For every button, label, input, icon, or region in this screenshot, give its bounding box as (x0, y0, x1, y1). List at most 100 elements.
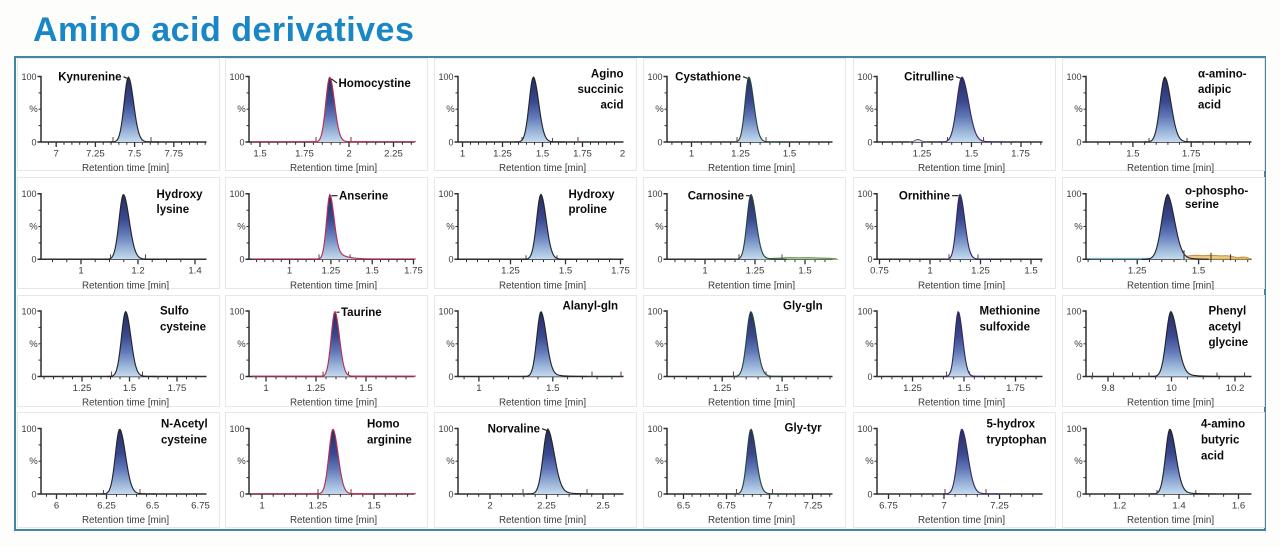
svg-text:100: 100 (230, 424, 245, 434)
svg-text:0: 0 (449, 489, 454, 499)
svg-text:Retention time [min]: Retention time [min] (499, 163, 586, 173)
svg-text:0: 0 (31, 137, 36, 147)
svg-text:%: % (865, 456, 874, 467)
svg-text:0: 0 (1076, 255, 1081, 265)
svg-text:%: % (29, 456, 38, 467)
svg-text:2.25: 2.25 (385, 148, 404, 159)
svg-text:Methionine: Methionine (979, 306, 1040, 318)
svg-text:2.25: 2.25 (537, 500, 556, 511)
svg-text:10.2: 10.2 (1225, 383, 1244, 394)
svg-text:1.75: 1.75 (1011, 148, 1030, 159)
svg-text:6.25: 6.25 (97, 500, 116, 511)
svg-text:%: % (447, 222, 456, 233)
svg-text:Gly-tyr: Gly-tyr (785, 423, 823, 435)
svg-text:1.5: 1.5 (360, 383, 373, 394)
svg-text:Retention time [min]: Retention time [min] (290, 515, 377, 526)
svg-text:1.5: 1.5 (957, 383, 970, 394)
svg-text:6.5: 6.5 (145, 500, 158, 511)
svg-text:0: 0 (658, 137, 663, 147)
svg-text:100: 100 (648, 189, 663, 199)
svg-text:100: 100 (21, 72, 36, 82)
svg-text:0: 0 (240, 489, 245, 499)
svg-text:10: 10 (1166, 383, 1177, 394)
svg-text:100: 100 (1066, 72, 1081, 82)
svg-text:7.75: 7.75 (164, 148, 183, 159)
svg-text:Agino: Agino (591, 69, 624, 81)
svg-text:%: % (1074, 339, 1083, 350)
svg-text:%: % (1074, 222, 1083, 233)
svg-text:1.4: 1.4 (188, 266, 202, 277)
svg-text:Retention time [min]: Retention time [min] (918, 163, 1005, 173)
svg-text:1: 1 (927, 266, 932, 277)
svg-text:7.5: 7.5 (127, 148, 140, 159)
svg-text:1.25: 1.25 (746, 266, 765, 277)
svg-text:100: 100 (1066, 424, 1081, 434)
svg-text:%: % (1074, 456, 1083, 467)
svg-text:0: 0 (31, 489, 36, 499)
svg-text:0: 0 (1076, 372, 1081, 382)
svg-text:0: 0 (658, 372, 663, 382)
svg-text:100: 100 (230, 72, 245, 82)
svg-text:%: % (29, 104, 38, 115)
svg-text:0: 0 (658, 255, 663, 265)
svg-text:0: 0 (240, 372, 245, 382)
svg-text:100: 100 (648, 306, 663, 316)
svg-text:1.75: 1.75 (167, 383, 186, 394)
svg-text:Retention time [min]: Retention time [min] (290, 163, 377, 173)
svg-text:acid: acid (1201, 451, 1224, 463)
svg-text:7: 7 (768, 500, 773, 511)
svg-text:0: 0 (31, 255, 36, 265)
svg-text:%: % (865, 339, 874, 350)
svg-text:%: % (865, 222, 874, 233)
svg-text:glycine: glycine (1208, 337, 1248, 349)
svg-text:100: 100 (230, 189, 245, 199)
svg-text:1.75: 1.75 (573, 148, 592, 159)
svg-text:0: 0 (449, 372, 454, 382)
svg-text:Retention time [min]: Retention time [min] (81, 515, 168, 526)
svg-text:Norvaline: Norvaline (488, 424, 540, 436)
svg-text:1: 1 (260, 500, 265, 511)
svg-text:Retention time [min]: Retention time [min] (81, 163, 168, 173)
svg-text:Homocystine: Homocystine (339, 78, 411, 90)
svg-text:Homo: Homo (367, 419, 400, 431)
svg-text:%: % (655, 339, 664, 350)
svg-text:%: % (1074, 104, 1083, 115)
svg-text:Kynurenine: Kynurenine (58, 72, 121, 84)
svg-text:succinic: succinic (578, 84, 625, 96)
svg-text:100: 100 (648, 424, 663, 434)
svg-text:α-amino-: α-amino- (1198, 69, 1247, 81)
svg-text:1.5: 1.5 (964, 148, 977, 159)
svg-text:100: 100 (439, 189, 454, 199)
svg-text:6.75: 6.75 (191, 500, 210, 511)
svg-text:Anserine: Anserine (339, 191, 388, 203)
svg-text:Retention time [min]: Retention time [min] (918, 515, 1005, 526)
svg-text:Carnosine: Carnosine (688, 191, 744, 203)
svg-text:1: 1 (477, 383, 482, 394)
svg-text:100: 100 (857, 189, 872, 199)
svg-text:1.25: 1.25 (72, 383, 91, 394)
svg-text:Retention time [min]: Retention time [min] (1126, 398, 1213, 409)
svg-text:Retention time [min]: Retention time [min] (708, 398, 795, 409)
svg-text:1.25: 1.25 (309, 500, 328, 511)
svg-text:9.8: 9.8 (1101, 383, 1114, 394)
svg-text:%: % (29, 339, 38, 350)
svg-text:1.25: 1.25 (493, 148, 512, 159)
svg-text:0: 0 (449, 137, 454, 147)
svg-text:1.25: 1.25 (1127, 266, 1146, 277)
svg-text:Retention time [min]: Retention time [min] (708, 515, 795, 526)
svg-text:1.25: 1.25 (971, 266, 990, 277)
svg-text:1.5: 1.5 (546, 383, 559, 394)
svg-text:100: 100 (857, 306, 872, 316)
svg-text:1: 1 (703, 266, 708, 277)
svg-text:7.25: 7.25 (804, 500, 823, 511)
svg-text:0: 0 (240, 137, 245, 147)
svg-text:6: 6 (53, 500, 58, 511)
svg-text:1.5: 1.5 (559, 266, 572, 277)
svg-text:1.25: 1.25 (912, 148, 931, 159)
svg-text:1.25: 1.25 (307, 383, 326, 394)
svg-text:acid: acid (1198, 100, 1221, 112)
svg-text:100: 100 (1066, 306, 1081, 316)
svg-text:1.5: 1.5 (783, 148, 796, 159)
svg-text:N-Acetyl: N-Acetyl (161, 419, 208, 431)
svg-text:Sulfo: Sulfo (160, 306, 189, 318)
